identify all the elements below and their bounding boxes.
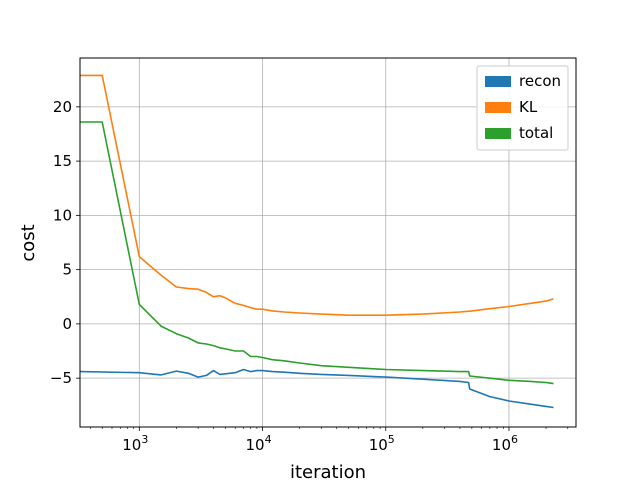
legend-swatch-kl (485, 102, 511, 113)
y-tick-label: 20 (53, 98, 72, 116)
x-tick-label: 106 (492, 433, 518, 454)
y-tick-label: 10 (53, 206, 72, 224)
ticks: 103 104 105 106 −5 0 5 10 15 20 (50, 98, 569, 454)
x-tick-label: 103 (122, 433, 148, 454)
y-tick-label: 15 (53, 152, 72, 170)
x-axis-label: iteration (290, 462, 366, 480)
legend-swatch-total (485, 128, 511, 139)
y-tick-label: −5 (50, 369, 72, 387)
series-layer (79, 74, 554, 409)
series-line-kl (80, 74, 554, 317)
legend-swatch-recon (485, 76, 511, 87)
legend-label-kl: KL (519, 98, 538, 116)
series-line-recon (79, 368, 554, 409)
x-tick-label: 105 (369, 433, 395, 454)
series-line-total (80, 121, 554, 385)
legend-label-recon: recon (519, 72, 561, 90)
y-tick-label: 5 (62, 261, 72, 279)
legend-label-total: total (519, 124, 553, 142)
y-axis-label: cost (18, 224, 39, 261)
plot-frame (79, 57, 577, 428)
legend: recon KL total (476, 65, 569, 151)
x-tick-label: 104 (245, 433, 271, 454)
y-tick-label: 0 (62, 315, 72, 333)
